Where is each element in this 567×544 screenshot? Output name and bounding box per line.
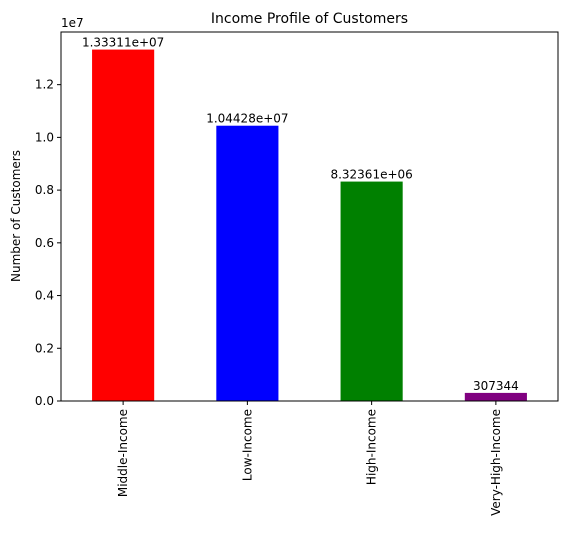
y-axis-scale-label: 1e7 [61, 16, 84, 30]
bar-very-high-income [464, 392, 527, 401]
y-axis-label: Number of Customers [9, 150, 23, 282]
y-ticks-group: 0.0 0.2 0.4 0.6 0.8 1.0 1.2 [35, 78, 61, 408]
y-tick-label: 1.0 [35, 130, 54, 144]
x-ticks-group: Middle-Income Low-Income High-Income Very-H… [116, 401, 503, 516]
bar-labels-group: 1.33311e+07 1.04428e+07 8.32361e+06 307344 [82, 36, 519, 393]
bar-value-label: 307344 [473, 379, 519, 393]
y-tick-label: 0.4 [35, 289, 54, 303]
y-tick-label: 1.2 [35, 78, 54, 92]
bar-value-label: 8.32361e+06 [330, 168, 412, 182]
x-tick-label: Middle-Income [116, 409, 130, 497]
bar-high-income [340, 181, 403, 401]
bar-middle-income [92, 49, 155, 401]
bar-value-label: 1.33311e+07 [82, 36, 164, 50]
y-tick-label: 0.2 [35, 341, 54, 355]
y-tick-label: 0.8 [35, 183, 54, 197]
chart-title: Income Profile of Customers [211, 11, 408, 27]
bar-low-income [216, 125, 279, 401]
x-tick-label: High-Income [365, 409, 379, 485]
x-tick-label: Very-High-Income [489, 409, 503, 516]
y-tick-label: 0.0 [35, 394, 54, 408]
plot-frame [60, 31, 559, 402]
bar-value-label: 1.04428e+07 [206, 112, 288, 126]
x-tick-label: Low-Income [240, 409, 254, 481]
bars-group [92, 49, 527, 401]
y-tick-label: 0.6 [35, 236, 54, 250]
